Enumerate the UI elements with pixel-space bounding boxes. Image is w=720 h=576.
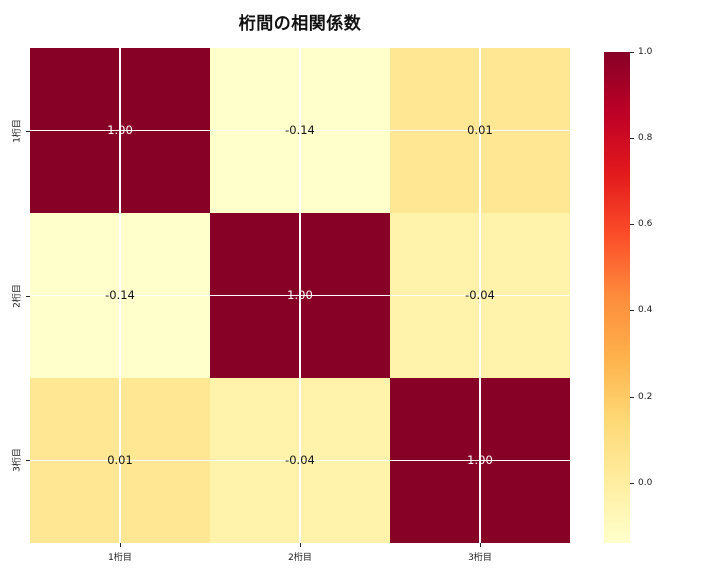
colorbar-tick-label: 0.2 <box>638 391 653 402</box>
y-tick-mark <box>26 130 30 132</box>
colorbar-tick-label: 0.4 <box>638 305 653 316</box>
colorbar-tick-label: 0.6 <box>638 219 653 230</box>
colorbar-tick-mark <box>630 52 634 53</box>
gridline-vertical <box>479 48 481 543</box>
colorbar-ticks: 1.0 0.8 0.6 0.4 0.2 0.0 <box>630 47 700 543</box>
colorbar-tick-mark <box>630 224 634 226</box>
colorbar-tick-mark <box>630 396 634 398</box>
heatmap-cell-value: -0.14 <box>285 122 315 137</box>
colorbar-tick-mark <box>630 310 634 312</box>
colorbar <box>604 52 630 543</box>
heatmap-cell-value: 1.00 <box>107 122 133 137</box>
y-tick-label: 2桁目 <box>12 283 23 308</box>
x-tick-label: 3桁目 <box>468 553 492 563</box>
colorbar-tick-label: 1.0 <box>638 47 653 57</box>
gridline-horizontal <box>30 459 570 462</box>
colorbar-tick-label: 0.8 <box>638 133 653 144</box>
x-axis: 1桁目 2桁目 3桁目 <box>30 543 570 573</box>
heatmap-cell-value: 1.00 <box>467 452 493 467</box>
heatmap-cell-value: -0.04 <box>465 287 495 302</box>
x-tick-mark <box>120 543 121 547</box>
y-axis: 1桁目 2桁目 3桁目 <box>0 48 30 543</box>
heatmap-cell-value: -0.14 <box>105 287 135 302</box>
y-tick-label: 1桁目 <box>12 118 23 143</box>
colorbar-tick-mark <box>630 138 634 140</box>
colorbar-tick-mark <box>630 482 634 484</box>
heatmap-cell-value: -0.04 <box>285 452 315 467</box>
chart-title: 桁間の相関係数 <box>238 14 362 34</box>
x-tick-label: 1桁目 <box>108 553 132 563</box>
x-tick-mark <box>479 543 481 547</box>
heatmap-cell-value: 0.01 <box>467 122 493 137</box>
heatmap-cell-value: 0.01 <box>107 452 133 467</box>
x-tick-mark <box>300 543 301 547</box>
y-tick-mark <box>26 295 30 297</box>
colorbar-tick-label: 0.0 <box>638 477 653 488</box>
y-tick-mark <box>26 460 30 462</box>
heatmap: 1.00 -0.14 0.01 -0.14 1.00 -0.04 0.01 -0.04 1.00 <box>30 48 570 543</box>
heatmap-cell-value: 1.00 <box>287 287 313 302</box>
y-tick-label: 3桁目 <box>12 448 23 473</box>
gridline-horizontal <box>30 294 570 297</box>
x-tick-label: 2桁目 <box>288 553 312 563</box>
colorbar-gradient <box>604 52 630 543</box>
